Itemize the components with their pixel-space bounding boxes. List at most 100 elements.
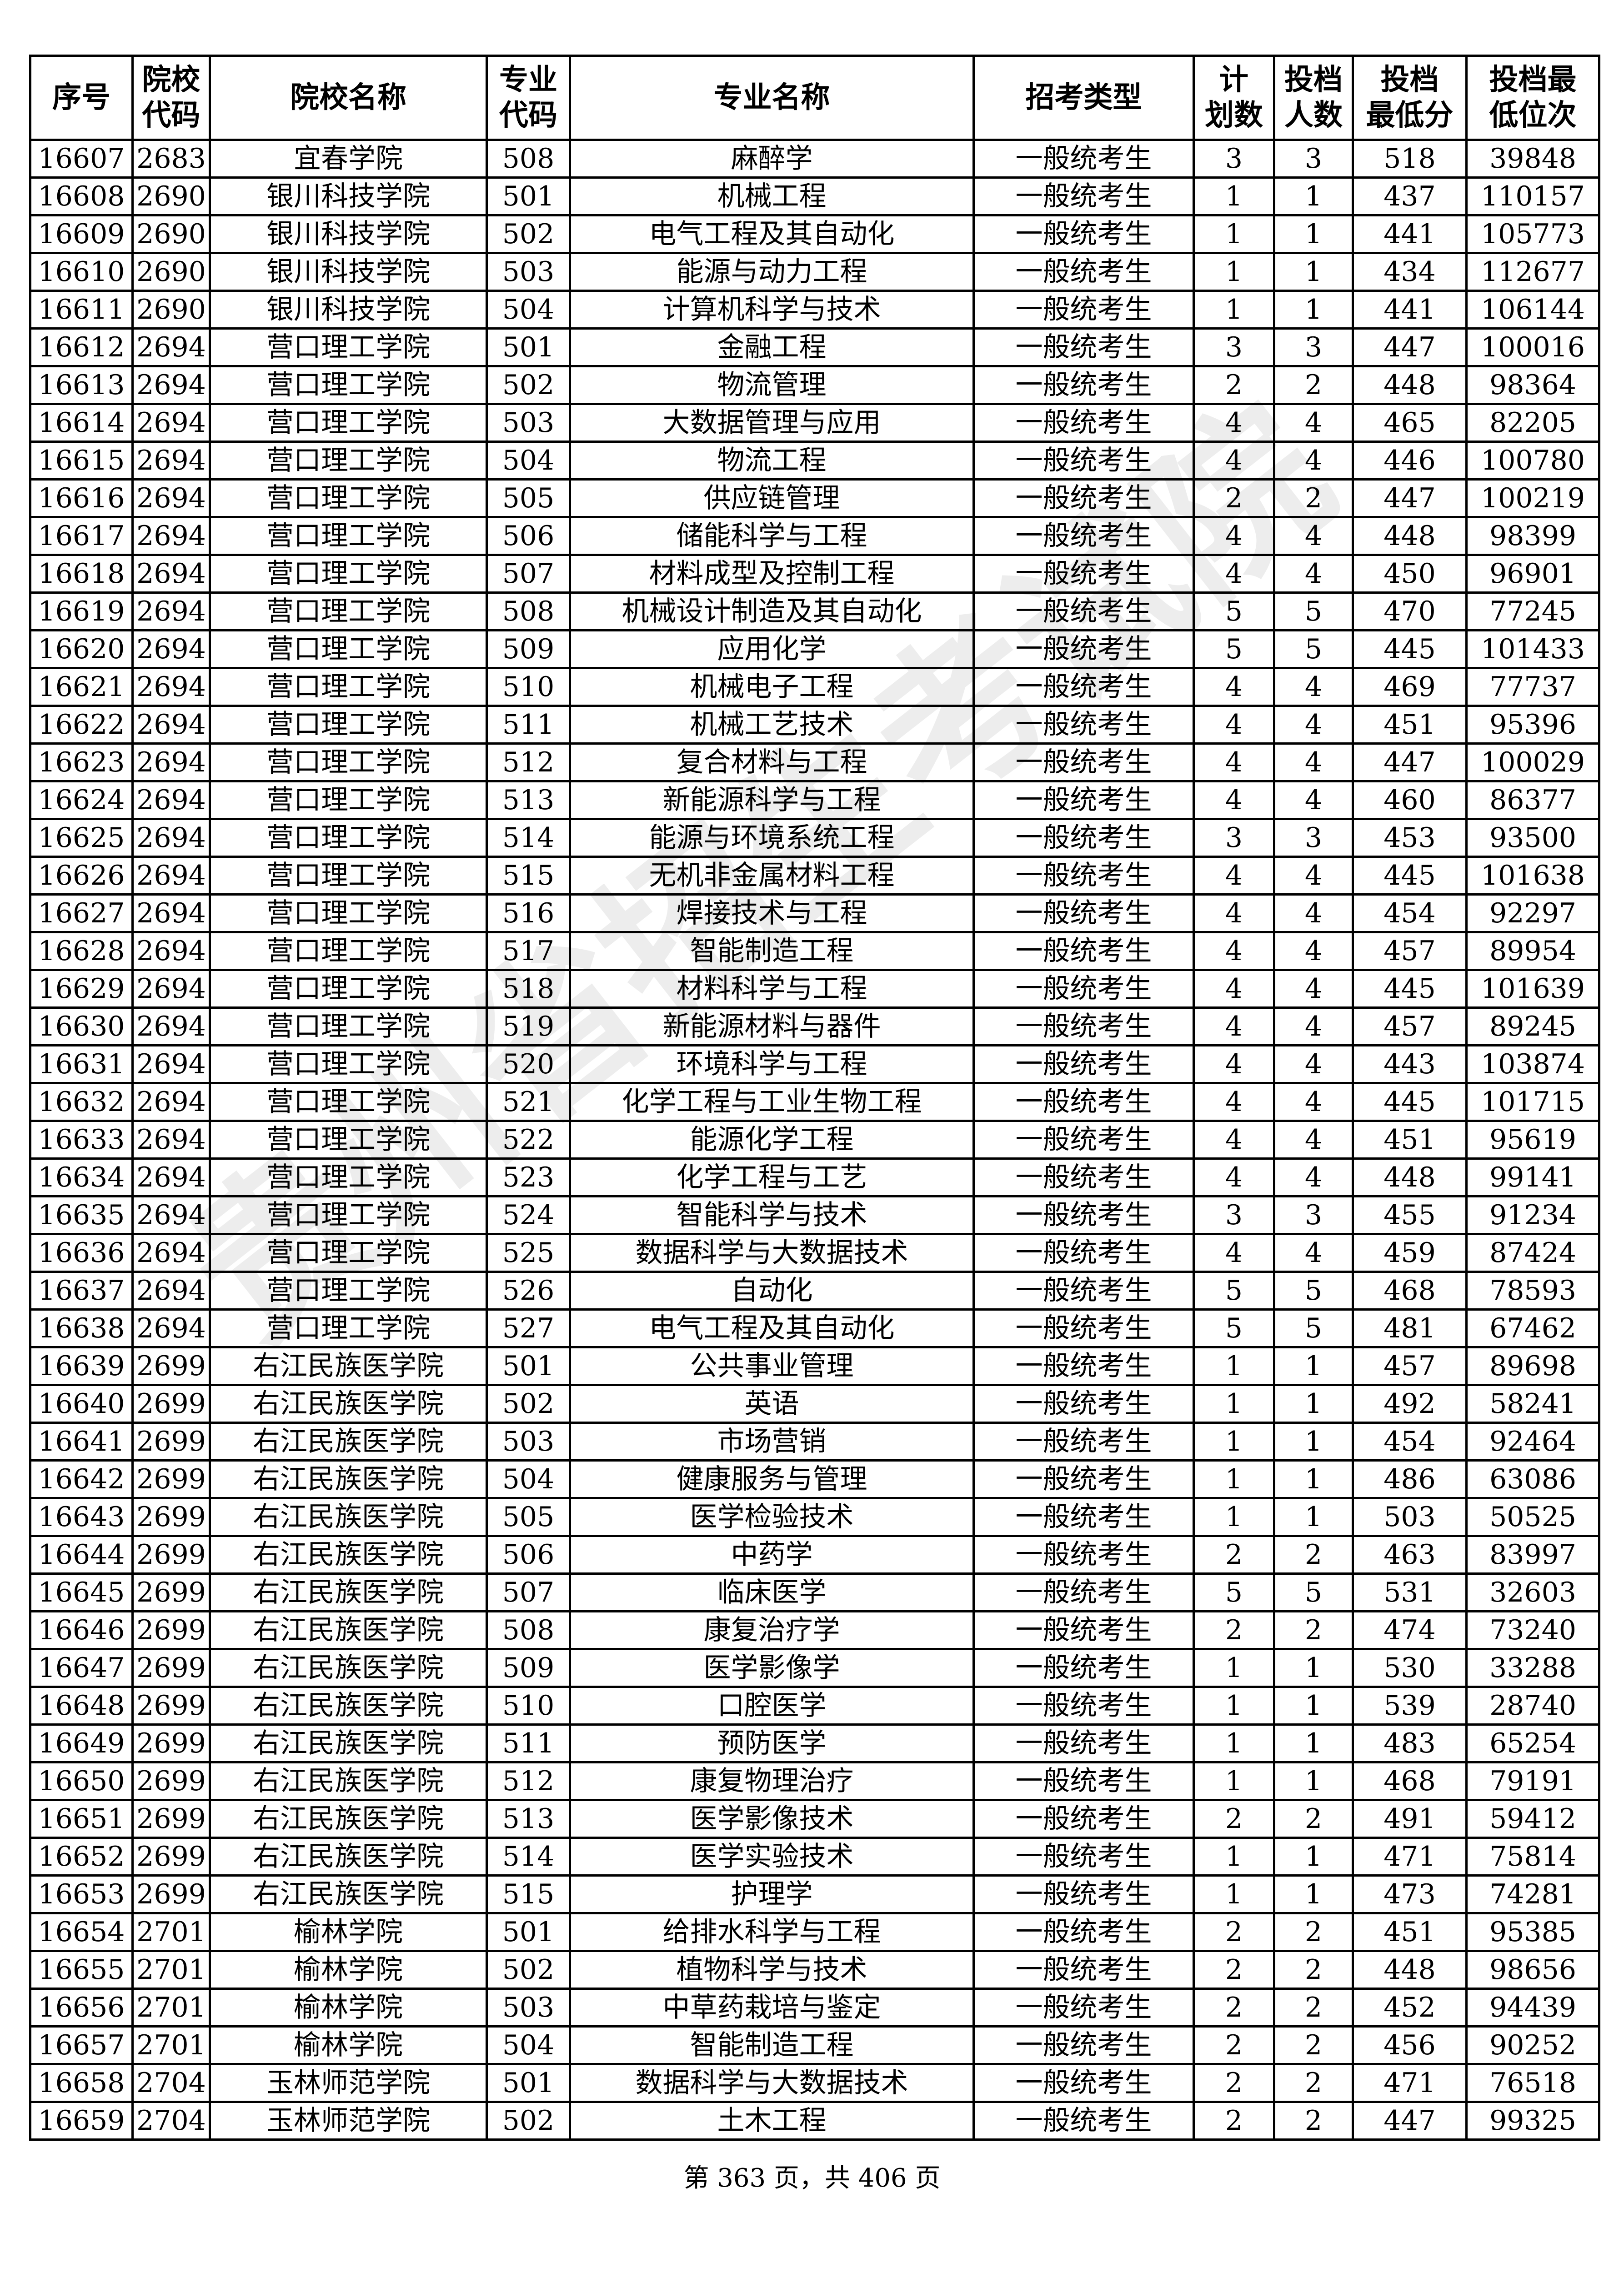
cell-min-rank: 78593: [1465, 1271, 1600, 1311]
cell-seq: 16648: [29, 1686, 134, 1726]
cell-school-name: 宜春学院: [209, 139, 488, 179]
cell-school-code: 2699: [131, 1459, 211, 1499]
cell-plan-count: 1: [1193, 1837, 1275, 1877]
cell-major-code: 513: [486, 1799, 571, 1839]
cell-school-code: 2694: [131, 742, 211, 782]
cell-school-name: 营口理工学院: [209, 554, 488, 594]
table-row: 16654 2701 榆林学院 501 给排水科学与工程 一般统考生 2 2 451 95385: [29, 1912, 1600, 1952]
cell-school-code: 2694: [131, 1006, 211, 1046]
cell-seq: 16621: [29, 667, 134, 707]
cell-admitted-count: 3: [1273, 327, 1354, 367]
cell-min-score: 445: [1352, 629, 1468, 669]
cell-school-code: 2694: [131, 1233, 211, 1273]
cell-seq: 16643: [29, 1497, 134, 1537]
cell-min-score: 457: [1352, 931, 1468, 971]
cell-exam-type: 一般统考生: [972, 1044, 1195, 1084]
cell-school-name: 营口理工学院: [209, 931, 488, 971]
cell-major-code: 504: [486, 1459, 571, 1499]
cell-min-score: 481: [1352, 1308, 1468, 1348]
cell-admitted-count: 1: [1273, 1459, 1354, 1499]
cell-plan-count: 4: [1193, 780, 1275, 820]
cell-admitted-count: 4: [1273, 1233, 1354, 1273]
cell-major-code: 521: [486, 1082, 571, 1122]
cell-major-code: 514: [486, 818, 571, 858]
cell-major-name: 金融工程: [569, 327, 975, 367]
table-row: 16612 2694 营口理工学院 501 金融工程 一般统考生 3 3 447 100016: [29, 327, 1600, 367]
cell-min-score: 503: [1352, 1497, 1468, 1537]
cell-plan-count: 2: [1193, 1988, 1275, 2028]
cell-seq: 16617: [29, 516, 134, 556]
cell-min-score: 474: [1352, 1610, 1468, 1650]
table-row: 16636 2694 营口理工学院 525 数据科学与大数据技术 一般统考生 4 4 459 87…: [29, 1233, 1600, 1273]
cell-exam-type: 一般统考生: [972, 365, 1195, 405]
cell-school-name: 榆林学院: [209, 1988, 488, 2028]
cell-major-code: 501: [486, 2063, 571, 2103]
cell-min-rank: 59412: [1465, 1799, 1600, 1839]
cell-min-score: 447: [1352, 327, 1468, 367]
cell-school-name: 银川科技学院: [209, 290, 488, 330]
cell-seq: 16633: [29, 1120, 134, 1160]
cell-major-code: 505: [486, 1497, 571, 1537]
cell-school-code: 2694: [131, 1157, 211, 1197]
cell-plan-count: 2: [1193, 2025, 1275, 2065]
cell-major-code: 520: [486, 1044, 571, 1084]
cell-exam-type: 一般统考生: [972, 403, 1195, 443]
cell-school-code: 2704: [131, 2101, 211, 2141]
cell-min-rank: 100780: [1465, 441, 1600, 481]
cell-major-name: 康复治疗学: [569, 1610, 975, 1650]
cell-exam-type: 一般统考生: [972, 629, 1195, 669]
cell-exam-type: 一般统考生: [972, 742, 1195, 782]
cell-major-name: 数据科学与大数据技术: [569, 1233, 975, 1273]
cell-plan-count: 1: [1193, 214, 1275, 254]
cell-major-code: 509: [486, 1648, 571, 1688]
cell-school-code: 2699: [131, 1799, 211, 1839]
cell-major-name: 复合材料与工程: [569, 742, 975, 782]
cell-seq: 16650: [29, 1761, 134, 1801]
cell-exam-type: 一般统考生: [972, 1384, 1195, 1424]
cell-min-score: 539: [1352, 1686, 1468, 1726]
cell-school-name: 营口理工学院: [209, 969, 488, 1009]
table-row: 16608 2690 银川科技学院 501 机械工程 一般统考生 1 1 437 110157: [29, 176, 1600, 216]
cell-major-name: 供应链管理: [569, 478, 975, 518]
cell-major-name: 数据科学与大数据技术: [569, 2063, 975, 2103]
table-row: 16635 2694 营口理工学院 524 智能科学与技术 一般统考生 3 3 455 91234: [29, 1195, 1600, 1235]
cell-seq: 16607: [29, 139, 134, 179]
cell-major-name: 医学影像学: [569, 1648, 975, 1688]
cell-exam-type: 一般统考生: [972, 290, 1195, 330]
cell-admitted-count: 1: [1273, 1761, 1354, 1801]
header-exam-type: 招考类型: [972, 55, 1195, 141]
cell-plan-count: 4: [1193, 1006, 1275, 1046]
cell-exam-type: 一般统考生: [972, 1157, 1195, 1197]
cell-exam-type: 一般统考生: [972, 554, 1195, 594]
cell-school-code: 2701: [131, 1912, 211, 1952]
cell-major-code: 504: [486, 441, 571, 481]
cell-seq: 16651: [29, 1799, 134, 1839]
cell-plan-count: 1: [1193, 290, 1275, 330]
cell-min-score: 457: [1352, 1006, 1468, 1046]
cell-school-name: 营口理工学院: [209, 327, 488, 367]
cell-seq: 16618: [29, 554, 134, 594]
cell-school-code: 2694: [131, 667, 211, 707]
cell-major-code: 504: [486, 2025, 571, 2065]
cell-plan-count: 4: [1193, 1120, 1275, 1160]
cell-major-name: 公共事业管理: [569, 1346, 975, 1386]
cell-major-name: 化学工程与工业生物工程: [569, 1082, 975, 1122]
cell-plan-count: 4: [1193, 554, 1275, 594]
cell-major-name: 中药学: [569, 1535, 975, 1575]
cell-exam-type: 一般统考生: [972, 931, 1195, 971]
cell-min-score: 460: [1352, 780, 1468, 820]
cell-major-code: 507: [486, 1572, 571, 1612]
cell-school-code: 2699: [131, 1837, 211, 1877]
cell-min-rank: 101638: [1465, 856, 1600, 896]
cell-major-code: 503: [486, 403, 571, 443]
cell-min-score: 437: [1352, 176, 1468, 216]
cell-major-name: 智能制造工程: [569, 2025, 975, 2065]
cell-school-code: 2694: [131, 856, 211, 896]
cell-plan-count: 4: [1193, 969, 1275, 1009]
cell-major-name: 中草药栽培与鉴定: [569, 1988, 975, 2028]
cell-school-code: 2699: [131, 1384, 211, 1424]
cell-exam-type: 一般统考生: [972, 1233, 1195, 1273]
cell-exam-type: 一般统考生: [972, 1422, 1195, 1462]
cell-school-name: 营口理工学院: [209, 780, 488, 820]
cell-school-code: 2694: [131, 1195, 211, 1235]
